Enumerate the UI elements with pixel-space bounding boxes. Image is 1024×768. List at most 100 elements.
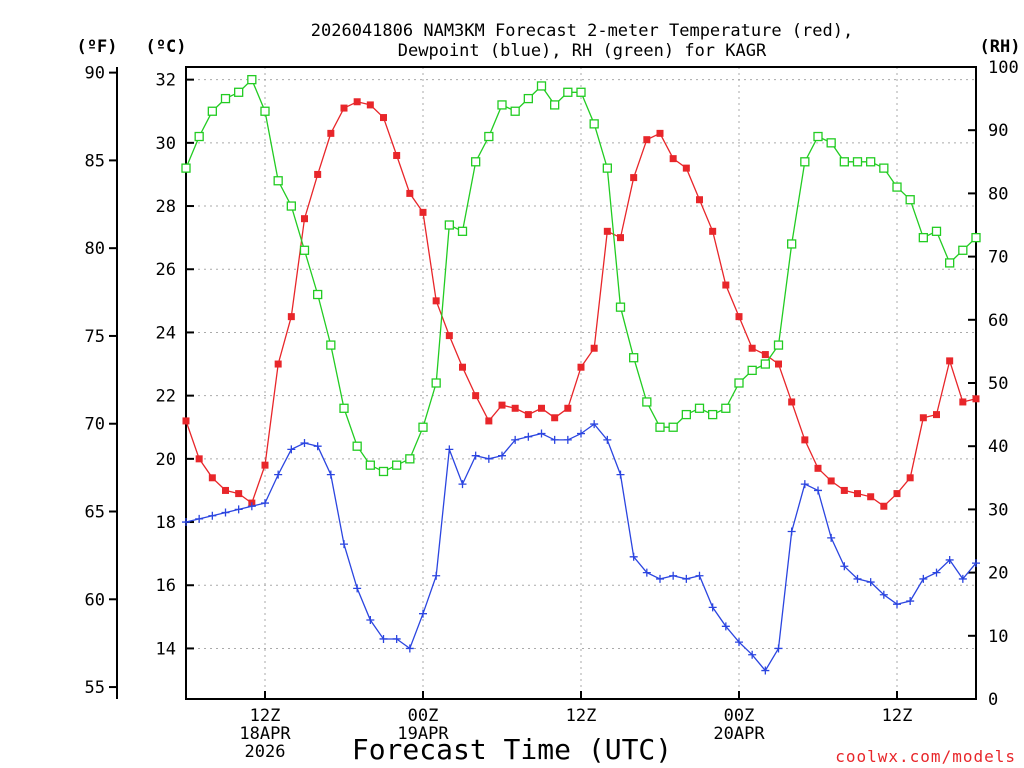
data-point <box>247 502 256 511</box>
data-point <box>457 226 468 236</box>
celsius-tick-label: 32 <box>156 71 176 91</box>
data-point <box>668 422 678 432</box>
data-point <box>813 131 823 142</box>
data-point <box>564 404 572 412</box>
data-point <box>630 174 638 182</box>
data-point <box>459 363 466 371</box>
rh-tick-label: 90 <box>988 121 1008 141</box>
data-point <box>801 436 809 444</box>
data-point <box>669 571 678 580</box>
data-point <box>366 101 374 109</box>
data-point <box>511 435 520 444</box>
data-point <box>735 638 743 647</box>
data-point <box>905 195 915 205</box>
data-point <box>933 411 940 419</box>
series-line <box>185 78 977 473</box>
data-point <box>866 157 876 167</box>
celsius-tick-label: 26 <box>156 260 176 280</box>
data-point <box>827 533 836 542</box>
data-point <box>366 616 375 624</box>
data-point <box>879 590 888 599</box>
data-point <box>722 281 730 289</box>
rh-tick-label: 40 <box>988 437 1008 457</box>
data-point <box>958 574 967 583</box>
data-point <box>827 477 835 485</box>
fahrenheit-tick-label: 60 <box>85 590 105 610</box>
data-point <box>682 164 690 172</box>
data-point <box>721 403 731 413</box>
data-point <box>313 289 323 300</box>
data-point <box>353 584 362 593</box>
data-point <box>195 514 204 523</box>
data-point <box>931 226 942 236</box>
data-point <box>629 552 638 561</box>
data-point <box>708 409 718 420</box>
fahrenheit-tick-label: 85 <box>85 151 105 171</box>
celsius-tick-label: 22 <box>156 387 176 407</box>
rh-tick-label: 0 <box>988 690 998 710</box>
data-point <box>524 432 533 441</box>
data-point <box>708 603 717 612</box>
data-point <box>234 505 243 514</box>
data-point <box>577 363 585 371</box>
data-point <box>339 403 349 413</box>
data-point <box>945 555 954 564</box>
celsius-axis-label: (ºC) <box>146 37 187 57</box>
data-point <box>313 442 322 451</box>
time-tick-label: 19APR <box>397 724 449 744</box>
data-point <box>958 245 968 255</box>
rh-tick-label: 100 <box>988 58 1019 78</box>
data-point <box>365 460 375 470</box>
data-point <box>589 119 599 129</box>
data-point <box>524 411 532 419</box>
data-point <box>405 454 415 464</box>
data-point <box>260 106 270 116</box>
data-point <box>840 562 849 571</box>
data-point <box>261 461 269 469</box>
data-point <box>287 445 296 454</box>
data-point <box>497 100 507 110</box>
data-point <box>656 129 664 137</box>
data-point <box>484 131 494 142</box>
series-layer <box>181 74 981 675</box>
data-point <box>299 245 310 255</box>
data-point <box>287 313 295 321</box>
fahrenheit-axis-label: (ºF) <box>77 37 118 57</box>
data-point <box>788 398 796 406</box>
data-point <box>615 302 626 312</box>
data-point <box>247 74 257 85</box>
data-point <box>735 313 743 321</box>
data-point <box>537 429 546 438</box>
data-point <box>576 87 586 97</box>
data-point <box>972 395 980 403</box>
data-point <box>669 155 677 163</box>
fahrenheit-tick-label: 70 <box>85 415 105 435</box>
data-point <box>208 474 216 482</box>
data-point <box>510 106 520 116</box>
data-point <box>563 435 572 444</box>
data-point <box>221 508 230 517</box>
data-point <box>222 486 229 494</box>
data-point <box>590 344 598 352</box>
data-point <box>485 417 493 425</box>
time-tick-label: 2026 <box>245 742 286 762</box>
data-point <box>444 220 454 230</box>
data-point <box>590 420 599 429</box>
data-point <box>748 650 757 659</box>
data-point <box>775 360 782 368</box>
time-tick-label: 12Z <box>882 706 913 726</box>
data-point <box>721 622 730 631</box>
data-point <box>340 540 348 549</box>
data-point <box>208 511 217 520</box>
time-tick-label: 00Z <box>724 706 755 726</box>
data-point <box>471 157 481 167</box>
data-point <box>326 470 335 479</box>
data-point <box>866 578 875 587</box>
data-point <box>550 100 560 110</box>
data-point <box>748 344 756 352</box>
data-point <box>235 490 243 498</box>
data-point <box>919 574 928 583</box>
data-point <box>234 87 244 97</box>
fahrenheit-tick-label: 55 <box>85 678 105 698</box>
fahrenheit-tick-label: 90 <box>85 64 105 84</box>
